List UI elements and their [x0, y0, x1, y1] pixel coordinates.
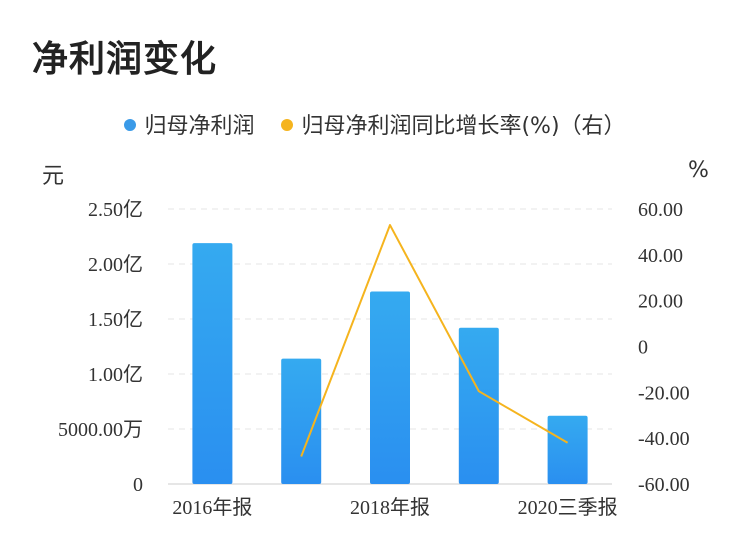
y-right-tick-label: -60.00	[638, 474, 690, 496]
bar	[459, 328, 499, 484]
x-tick-label: 2018年报	[350, 496, 430, 519]
bar	[548, 416, 588, 484]
bar	[192, 243, 232, 484]
chart-plot: 0 5000.00万 1.00亿 1.50亿 2.00亿 2.50亿 -60.00 -40.0…	[0, 0, 750, 558]
y-left-tick-label: 5000.00万	[58, 419, 143, 441]
y-right-tick-label: 40.00	[638, 245, 683, 267]
y-left-tick-label: 1.00亿	[88, 363, 143, 386]
x-tick-label: 2020三季报	[518, 496, 618, 519]
y-right-tick-label: -20.00	[638, 382, 690, 404]
bar	[370, 292, 410, 485]
growth-rate-line	[301, 225, 567, 456]
y-left-tick-label: 2.50亿	[88, 198, 143, 221]
y-right-tick-label: 0	[638, 337, 648, 359]
y-left-tick-label: 2.00亿	[88, 253, 143, 276]
y-right-tick-label: 60.00	[638, 199, 683, 221]
x-tick-label: 2016年报	[172, 496, 252, 519]
y-right-tick-label: 20.00	[638, 291, 683, 313]
y-left-tick-label: 0	[133, 474, 143, 496]
y-right-tick-label: -40.00	[638, 428, 690, 450]
y-left-tick-label: 1.50亿	[88, 308, 143, 331]
